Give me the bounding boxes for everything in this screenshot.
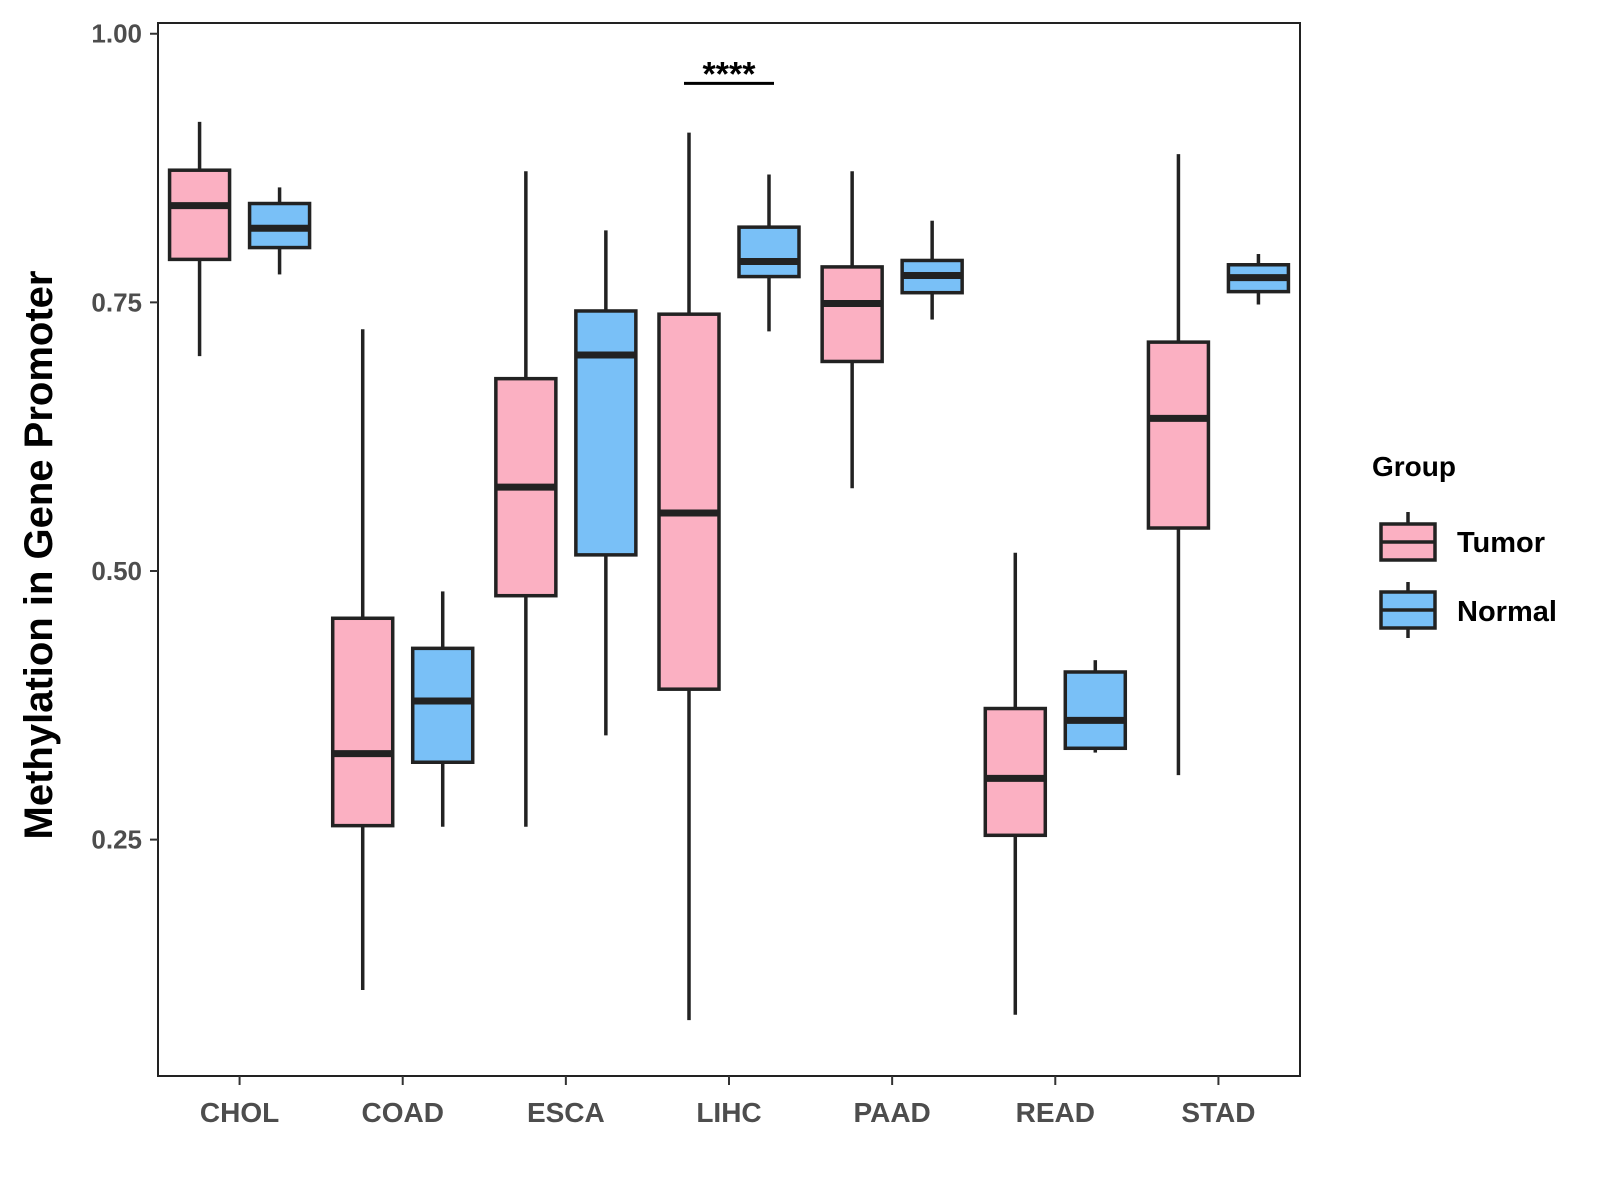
box-iqr	[657, 312, 721, 691]
box-iqr	[737, 225, 801, 279]
box-iqr	[330, 616, 395, 828]
box-normal-coad	[410, 591, 475, 827]
x-tick-label-esca: ESCA	[527, 1097, 605, 1128]
box-normal-stad	[1226, 254, 1291, 305]
plot-area: ****	[167, 55, 1291, 1021]
x-tick-label-stad: STAD	[1181, 1097, 1255, 1128]
box-iqr	[1063, 670, 1128, 751]
box-iqr	[820, 265, 884, 364]
legend-label-tumor: Tumor	[1457, 527, 1545, 559]
y-tick-label: 1.00	[91, 19, 142, 49]
legend-entry-tumor: Tumor	[1379, 512, 1545, 562]
y-axis-title: Methylation in Gene Promoter	[17, 271, 61, 840]
x-tick-label-coad: COAD	[361, 1097, 443, 1128]
box-tumor-stad	[1146, 154, 1211, 776]
box-tumor-chol	[167, 121, 232, 357]
box-tumor-paad	[820, 171, 884, 489]
box-tumor-lihc	[657, 132, 721, 1021]
box-tumor-esca	[494, 171, 558, 827]
box-iqr	[574, 309, 638, 557]
box-normal-chol	[247, 187, 312, 275]
legend-entry-normal: Normal	[1379, 582, 1557, 638]
box-iqr	[1146, 340, 1211, 530]
box-normal-lihc	[737, 174, 801, 332]
x-tick-label-lihc: LIHC	[696, 1097, 761, 1128]
y-tick-label: 0.50	[91, 556, 142, 586]
x-tick-label-paad: PAAD	[854, 1097, 931, 1128]
significance-label: ****	[703, 55, 757, 93]
box-tumor-coad	[330, 329, 395, 991]
legend: Group Tumor Normal	[1372, 451, 1557, 638]
axes: 0.25 0.50 0.75 1.00 CHOL COAD ESCA LIHC PAAD READ…	[91, 19, 1301, 1128]
box-normal-paad	[900, 220, 964, 320]
box-tumor-read	[983, 552, 1048, 1015]
box-iqr	[983, 706, 1048, 838]
legend-title: Group	[1372, 451, 1456, 482]
box-normal-read	[1063, 660, 1128, 753]
box-normal-esca	[574, 230, 638, 736]
box-iqr	[410, 646, 475, 764]
x-tick-label-read: READ	[1016, 1097, 1095, 1128]
x-tick-label-chol: CHOL	[200, 1097, 279, 1128]
y-tick-label: 0.75	[91, 287, 142, 317]
y-tick-label: 0.25	[91, 825, 142, 855]
box-iqr	[167, 168, 232, 262]
legend-label-normal: Normal	[1457, 596, 1557, 628]
